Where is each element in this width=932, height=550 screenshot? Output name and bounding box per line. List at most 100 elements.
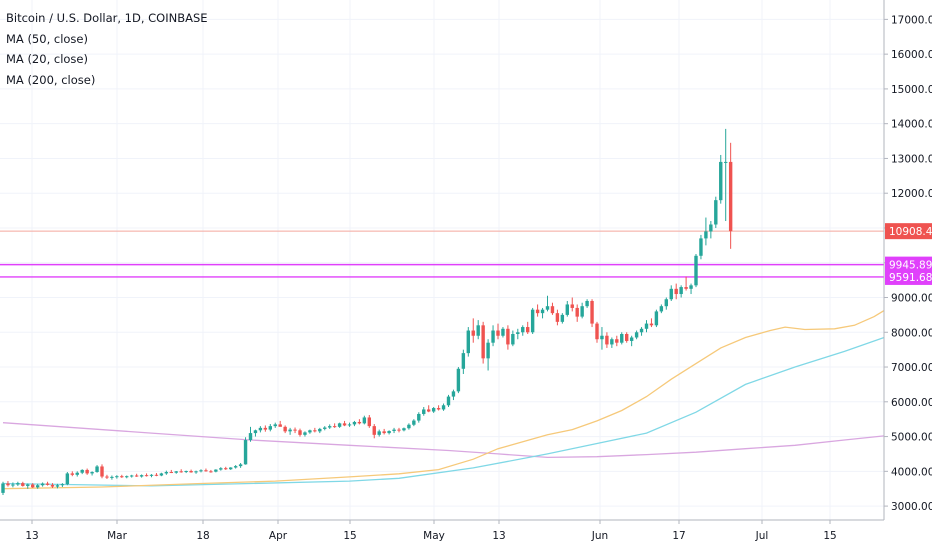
candle — [45, 481, 50, 486]
candle — [100, 464, 104, 479]
candle-body — [481, 325, 485, 359]
candle — [570, 297, 574, 312]
candle — [40, 482, 45, 487]
candle-body — [174, 471, 178, 473]
candle — [273, 422, 277, 428]
candle — [669, 285, 673, 301]
candle — [565, 300, 569, 317]
candle — [634, 330, 639, 340]
candle-body — [719, 161, 723, 201]
candle-body — [258, 427, 263, 431]
ma-50-line — [2, 312, 925, 487]
time-tick-label: 13 — [25, 530, 38, 542]
candle — [174, 470, 178, 474]
price-tick-label: 6000.00 — [891, 397, 932, 409]
candle-body — [209, 471, 213, 473]
candle-body — [278, 424, 282, 427]
ma-200-label[interactable]: MA (200, close) — [6, 72, 96, 87]
candle — [436, 405, 441, 411]
time-tick-label: Jun — [591, 530, 608, 542]
candle — [417, 412, 421, 423]
candle-body — [238, 464, 243, 467]
candle-body — [639, 328, 644, 333]
candle-body — [605, 335, 609, 345]
price-tag: 9591.68 — [885, 268, 932, 285]
candle — [446, 394, 451, 408]
time-tick-label: 15 — [343, 530, 356, 542]
candle-body — [219, 468, 223, 470]
candle — [719, 154, 723, 204]
candle-body — [654, 311, 659, 326]
candle-body — [461, 353, 466, 369]
candle-body — [125, 476, 129, 478]
candle-body — [45, 483, 50, 485]
candle — [644, 320, 649, 333]
candle — [555, 309, 560, 326]
symbol-title[interactable]: Bitcoin / U.S. Dollar, 1D, COINBASE — [6, 11, 208, 25]
time-axis-ticks[interactable]: 13 Mar 18 Apr 15 May 13 Jun 17 Jul 15 — [25, 520, 837, 542]
candle-body — [456, 368, 461, 392]
price-tick-label: 4000.00 — [891, 466, 932, 478]
candle-body — [303, 432, 307, 435]
candle — [199, 469, 203, 473]
candle — [283, 425, 287, 434]
candle-body — [689, 285, 693, 289]
candle — [224, 466, 228, 470]
price-axis-ticks[interactable]: 3000.00 4000.00 5000.00 6000.00 7000.00 8000.… — [884, 14, 932, 513]
candle-body — [85, 469, 89, 474]
candle — [664, 297, 668, 310]
candle — [466, 327, 470, 357]
candle-body — [595, 323, 599, 340]
candle — [268, 424, 272, 432]
candles — [1, 128, 733, 495]
candle-body — [26, 484, 30, 486]
candle — [149, 474, 154, 478]
candle-body — [422, 409, 426, 414]
candle-body — [600, 335, 604, 340]
candle-body — [283, 426, 287, 432]
candle — [313, 427, 317, 433]
ma-50-label[interactable]: MA (50, close) — [6, 31, 88, 46]
candle — [154, 473, 159, 477]
candle — [481, 321, 485, 364]
time-tick-label: Apr — [269, 530, 288, 542]
candle — [337, 422, 342, 428]
candle — [560, 313, 565, 324]
candle-body — [382, 431, 386, 434]
price-tick-label: 16000.00 — [891, 49, 932, 61]
candle-body — [189, 470, 193, 473]
price-tick-label: 3000.00 — [891, 501, 932, 513]
candle-body — [501, 328, 505, 336]
candle — [293, 427, 297, 434]
candle — [397, 427, 401, 433]
candle — [194, 470, 198, 474]
ma-20-label[interactable]: MA (20, close) — [6, 52, 88, 66]
candle-body — [204, 470, 208, 472]
candle — [456, 367, 461, 394]
candle — [159, 472, 164, 477]
candle — [496, 323, 500, 340]
candle — [120, 474, 124, 478]
candle-body — [629, 337, 634, 341]
candle — [263, 425, 268, 432]
candle-body — [427, 409, 431, 412]
candle-body — [669, 288, 673, 300]
candle-body — [55, 485, 60, 487]
candle-body — [70, 473, 74, 475]
candle — [21, 481, 25, 487]
candle — [31, 483, 35, 489]
candle-body — [610, 339, 614, 345]
candle — [451, 389, 456, 401]
candle — [214, 469, 218, 473]
candle — [704, 217, 708, 246]
candle — [461, 349, 466, 374]
candle — [352, 420, 357, 427]
candle-body — [233, 466, 238, 468]
candle-body — [362, 417, 367, 424]
candle — [679, 285, 683, 298]
candle-body — [293, 429, 297, 431]
candle-body — [431, 408, 436, 412]
candle — [684, 276, 688, 291]
candle — [575, 304, 579, 322]
